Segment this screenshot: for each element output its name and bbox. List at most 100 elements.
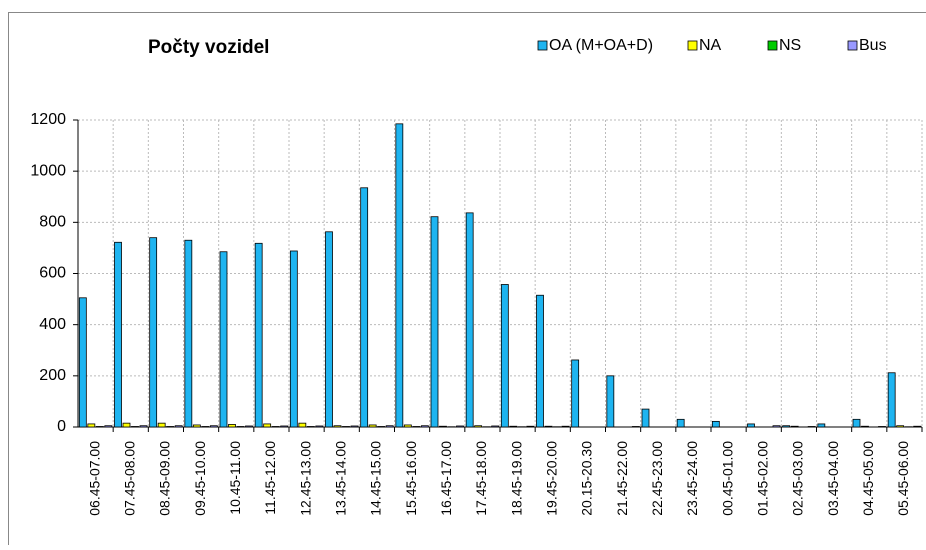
bar — [527, 426, 534, 427]
x-tick-label: 20.15-20.30 — [579, 441, 595, 516]
bar — [914, 426, 921, 427]
bar — [404, 425, 411, 427]
x-tick-label: 03.45-04.00 — [825, 441, 841, 516]
bar — [88, 424, 95, 427]
bar — [572, 360, 579, 427]
bar — [607, 376, 614, 427]
bar — [220, 252, 227, 427]
bar — [712, 421, 719, 427]
bar — [343, 426, 350, 427]
bar — [150, 238, 157, 427]
bar — [246, 426, 253, 427]
x-tick-label: 00.45-01.00 — [719, 441, 735, 516]
bar — [351, 426, 358, 427]
legend-label: NS — [779, 37, 801, 54]
x-tick-label: 22.45-23.00 — [649, 441, 665, 516]
bar — [537, 295, 544, 427]
bar — [361, 188, 368, 427]
x-tick-label: 21.45-22.00 — [614, 441, 630, 516]
bar — [202, 426, 209, 427]
y-tick-label: 1000 — [30, 162, 66, 179]
x-tick-label: 02.45-03.00 — [790, 441, 806, 516]
bar — [140, 426, 147, 427]
bar — [791, 426, 798, 427]
bar — [501, 285, 508, 427]
bar — [158, 423, 165, 427]
x-tick-label: 06.45-07.00 — [86, 441, 102, 516]
bar — [185, 240, 192, 427]
y-tick-label: 1200 — [30, 111, 66, 128]
bar — [255, 243, 262, 427]
bar — [105, 426, 112, 427]
bar — [123, 423, 130, 427]
x-tick-label: 05.45-06.00 — [895, 441, 911, 516]
x-tick-label: 09.45-10.00 — [192, 441, 208, 516]
bar — [79, 298, 86, 427]
bar — [281, 426, 288, 427]
bar — [167, 426, 174, 427]
y-tick-label: 800 — [39, 214, 66, 231]
x-tick-label: 13.45-14.00 — [332, 441, 348, 516]
x-tick-label: 23.45-24.00 — [684, 441, 700, 516]
bar — [378, 426, 385, 427]
bar — [386, 426, 393, 427]
bar — [888, 373, 895, 427]
bar — [466, 213, 473, 427]
x-tick-label: 12.45-13.00 — [297, 441, 313, 516]
bar — [862, 426, 869, 427]
bar — [272, 426, 279, 427]
bar — [175, 426, 182, 427]
bar — [264, 424, 271, 427]
x-tick-label: 01.45-02.00 — [754, 441, 770, 516]
bar — [290, 251, 297, 427]
bar — [853, 419, 860, 427]
x-tick-label: 18.45-19.00 — [508, 441, 524, 516]
legend-label: Bus — [859, 37, 887, 54]
bar — [229, 424, 236, 427]
bar — [210, 426, 217, 427]
legend-label: NA — [699, 37, 722, 54]
x-tick-label: 04.45-05.00 — [860, 441, 876, 516]
y-tick-label: 400 — [39, 316, 66, 333]
x-tick-label: 16.45-17.00 — [438, 441, 454, 516]
bar — [642, 409, 649, 427]
x-tick-label: 14.45-15.00 — [368, 441, 384, 516]
bar — [492, 426, 499, 427]
bar — [677, 419, 684, 427]
bar — [510, 426, 517, 427]
bar — [237, 426, 244, 427]
bar — [632, 426, 639, 427]
bar — [132, 426, 139, 427]
legend-swatch — [688, 41, 697, 50]
x-tick-label: 17.45-18.00 — [473, 441, 489, 516]
bar — [879, 426, 886, 427]
bar — [115, 242, 122, 427]
chart-title: Počty vozidel — [148, 37, 269, 58]
bar — [96, 426, 103, 427]
bar — [897, 426, 904, 427]
bar — [475, 426, 482, 427]
bar — [334, 426, 341, 427]
bar — [326, 232, 333, 427]
y-tick-label: 0 — [57, 418, 66, 435]
bar — [545, 426, 552, 427]
bar — [299, 423, 306, 427]
bar — [440, 426, 447, 427]
x-tick-label: 07.45-08.00 — [121, 441, 137, 516]
bar — [307, 426, 314, 427]
bar — [193, 425, 200, 427]
x-tick-label: 19.45-20.00 — [543, 441, 559, 516]
bar — [413, 426, 420, 427]
bar — [396, 124, 403, 427]
bar — [748, 424, 755, 427]
bar — [457, 426, 464, 427]
y-tick-label: 600 — [39, 265, 66, 282]
bar — [773, 426, 780, 427]
bar — [818, 424, 825, 427]
x-tick-label: 10.45-11.00 — [227, 441, 243, 515]
x-tick-label: 15.45-16.00 — [403, 441, 419, 516]
bar — [808, 426, 815, 427]
bar — [431, 217, 438, 427]
bar — [421, 426, 428, 427]
